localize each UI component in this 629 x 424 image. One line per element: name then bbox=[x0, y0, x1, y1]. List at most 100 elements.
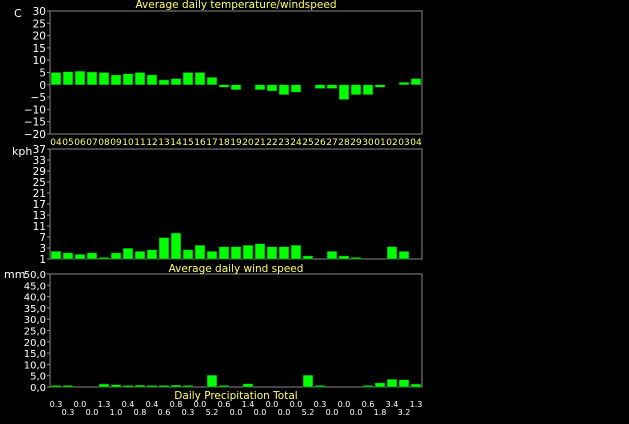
precip-value-label: 1.3 bbox=[98, 400, 111, 409]
bar bbox=[242, 245, 254, 260]
x-tick-label: 24 bbox=[290, 138, 302, 148]
bar bbox=[398, 251, 410, 260]
precip-value-label: 1.0 bbox=[110, 408, 123, 417]
bar bbox=[242, 383, 254, 388]
y-tick-label: 29 bbox=[33, 166, 46, 178]
x-tick-label: 26 bbox=[314, 138, 326, 148]
bar bbox=[386, 246, 398, 260]
bar bbox=[122, 73, 134, 86]
precip-value-label: 0.3 bbox=[314, 400, 327, 409]
y-tick-label: 20 bbox=[33, 31, 46, 43]
precip-value-label: 0.4 bbox=[122, 400, 135, 409]
precip-value-label: 0.0 bbox=[350, 408, 363, 417]
y-tick-label: 15,0 bbox=[24, 349, 46, 360]
y-tick-label: −15 bbox=[24, 117, 46, 129]
y-tick-label: 10,0 bbox=[24, 360, 46, 371]
bar bbox=[278, 246, 290, 260]
x-tick-label: 01 bbox=[374, 138, 385, 148]
y-axis-unit: kph bbox=[12, 145, 32, 158]
y-tick-label: 33 bbox=[33, 155, 46, 167]
precip-value-label: 0.0 bbox=[338, 400, 351, 409]
bar bbox=[98, 72, 110, 86]
y-axis-unit: C bbox=[14, 7, 22, 20]
bar bbox=[134, 251, 146, 260]
bar bbox=[218, 246, 230, 260]
bar bbox=[206, 251, 218, 260]
bar bbox=[170, 384, 182, 388]
bar bbox=[98, 383, 110, 388]
precip-value-label: 1.3 bbox=[410, 400, 423, 409]
bar bbox=[182, 249, 194, 260]
bar bbox=[302, 255, 314, 260]
bar bbox=[74, 254, 86, 260]
precip-value-label: 0.0 bbox=[194, 400, 207, 409]
bar bbox=[194, 245, 206, 260]
x-tick-label: 08 bbox=[98, 138, 110, 148]
x-tick-label: 06 bbox=[74, 138, 86, 148]
x-tick-label: 17 bbox=[206, 138, 217, 148]
bar bbox=[290, 84, 302, 93]
precip-value-label: 0.3 bbox=[62, 408, 75, 417]
y-tick-label: 25,0 bbox=[24, 327, 46, 338]
bar bbox=[50, 385, 62, 388]
bar bbox=[206, 375, 218, 388]
x-tick-label: 04 bbox=[50, 138, 62, 148]
bar bbox=[350, 84, 362, 95]
bar bbox=[338, 255, 350, 260]
precip-value-label: 5.2 bbox=[302, 408, 315, 417]
y-tick-label: 11 bbox=[33, 221, 46, 233]
y-tick-label: 50,0 bbox=[24, 270, 46, 281]
precip-value-label: 0.3 bbox=[182, 408, 195, 417]
precip-value-label: 0.0 bbox=[86, 408, 99, 417]
y-tick-label: 13 bbox=[33, 210, 46, 222]
bar bbox=[86, 71, 98, 86]
x-tick-label: 02 bbox=[386, 138, 397, 148]
x-tick-label: 20 bbox=[242, 138, 254, 148]
x-tick-label: 14 bbox=[170, 138, 182, 148]
precip-value-label: 0.6 bbox=[362, 400, 375, 409]
bar bbox=[230, 84, 242, 90]
y-tick-label: 5 bbox=[39, 68, 46, 80]
bar bbox=[254, 84, 266, 90]
bar bbox=[410, 78, 422, 86]
bar bbox=[134, 72, 146, 86]
y-tick-label: −20 bbox=[24, 129, 46, 141]
bar bbox=[350, 257, 362, 260]
precip-value-label: 3.2 bbox=[398, 408, 411, 417]
bar bbox=[122, 385, 134, 388]
bar bbox=[182, 72, 194, 86]
precip-value-label: 0.0 bbox=[74, 400, 87, 409]
x-tick-label: 04 bbox=[410, 138, 422, 148]
bar bbox=[110, 384, 122, 388]
y-tick-label: 3 bbox=[39, 243, 46, 255]
bar bbox=[230, 246, 242, 260]
bar bbox=[410, 383, 422, 388]
precip-value-label: 0.4 bbox=[146, 400, 159, 409]
bar bbox=[146, 249, 158, 260]
precip-value-label: 0.0 bbox=[290, 400, 303, 409]
y-tick-label: 40,0 bbox=[24, 293, 46, 304]
bar bbox=[254, 243, 266, 260]
precip-value-label: 0.0 bbox=[230, 408, 243, 417]
bar bbox=[158, 237, 170, 260]
x-tick-label: 07 bbox=[86, 138, 97, 148]
bar bbox=[50, 72, 62, 86]
bar bbox=[338, 84, 350, 100]
precip-value-label: 5.2 bbox=[206, 408, 219, 417]
x-tick-label: 11 bbox=[134, 138, 145, 148]
bar bbox=[374, 84, 386, 88]
y-tick-label: 0 bbox=[39, 80, 46, 92]
bar bbox=[266, 246, 278, 260]
y-tick-label: 15 bbox=[33, 43, 46, 55]
y-tick-label: 1 bbox=[39, 254, 46, 266]
bar bbox=[110, 74, 122, 86]
bar bbox=[146, 385, 158, 388]
bar bbox=[374, 382, 386, 388]
y-tick-label: −5 bbox=[31, 92, 46, 104]
y-tick-label: 37 bbox=[33, 144, 46, 156]
precip-value-label: 0.8 bbox=[134, 408, 147, 417]
bar bbox=[362, 84, 374, 95]
x-tick-label: 28 bbox=[338, 138, 350, 148]
bar bbox=[62, 71, 74, 86]
